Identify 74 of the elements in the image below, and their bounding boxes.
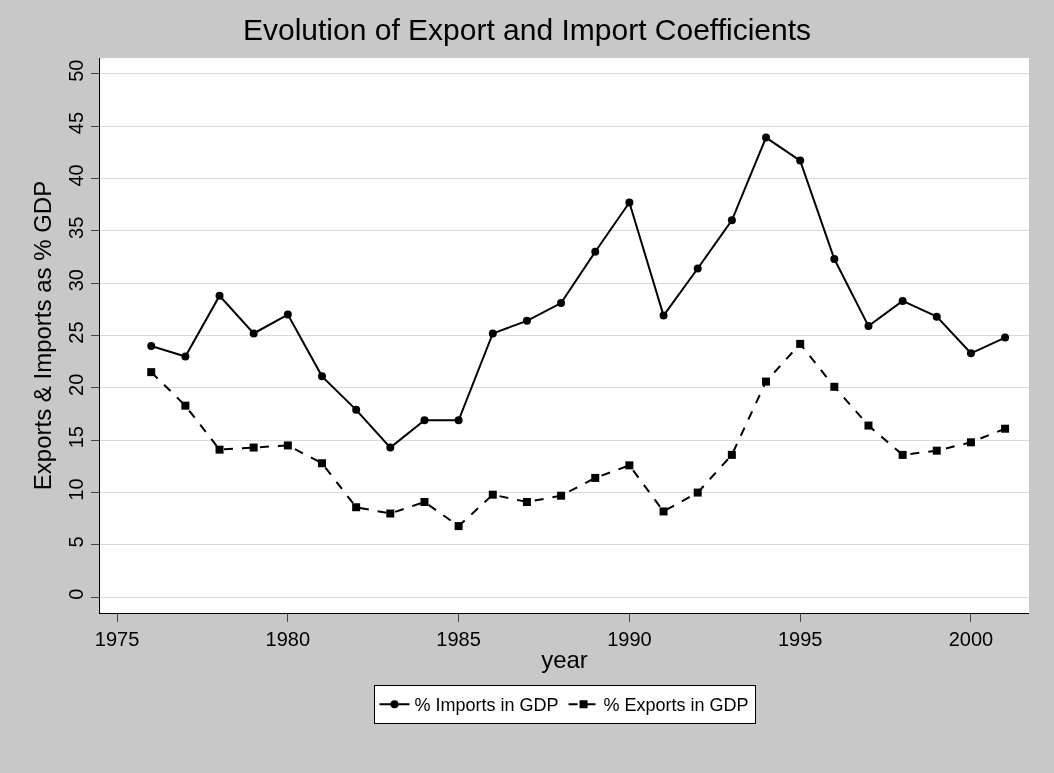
point (1001, 424, 1010, 433)
point (830, 255, 839, 264)
legend-label: % Imports in GDP (414, 695, 559, 716)
y-tick-label: 25 (65, 321, 87, 344)
y-tick-label: 15 (65, 426, 87, 449)
point (386, 443, 395, 452)
point (932, 312, 941, 321)
x-tick-label: 2000 (948, 628, 994, 650)
y-tick-label: 0 (65, 588, 87, 600)
point (420, 498, 429, 506)
point (591, 473, 600, 482)
y-tick-label: 10 (65, 478, 87, 501)
point (215, 291, 224, 300)
y-tick-label: 20 (65, 373, 87, 396)
point (147, 341, 156, 350)
y-tick-label: 5 (65, 536, 87, 548)
point (249, 329, 258, 338)
point (966, 349, 975, 358)
point (318, 372, 326, 381)
point (386, 509, 395, 518)
point (420, 416, 429, 425)
x-tick-label: 1980 (265, 628, 311, 650)
point (932, 446, 941, 455)
y-tick-label: 45 (65, 111, 87, 135)
point (454, 522, 463, 531)
point (625, 461, 634, 470)
point (727, 450, 736, 459)
y-tick-label: 40 (65, 164, 87, 187)
point (1001, 333, 1010, 342)
point (796, 156, 805, 165)
point (898, 450, 907, 459)
point (557, 299, 566, 308)
point (762, 377, 771, 386)
point (147, 368, 156, 377)
x-tick-label: 1995 (777, 628, 823, 650)
point (181, 352, 190, 361)
point (488, 329, 497, 338)
y-tick-label: 30 (65, 269, 87, 292)
point (283, 310, 292, 319)
point (659, 311, 668, 320)
point (557, 491, 566, 500)
point (454, 416, 463, 425)
point (181, 401, 190, 410)
point (659, 507, 668, 516)
point (522, 316, 531, 325)
point (522, 498, 531, 506)
point (352, 405, 361, 414)
point (591, 247, 600, 256)
x-axis-title: year (541, 646, 588, 674)
point (727, 216, 736, 225)
point (693, 264, 702, 273)
point (625, 198, 634, 207)
point (249, 443, 258, 452)
x-tick-label: 1985 (436, 628, 481, 650)
point (796, 339, 805, 348)
point (693, 488, 702, 497)
point (762, 133, 771, 142)
x-tick-label: 1990 (607, 628, 652, 650)
point (898, 296, 907, 305)
point (215, 445, 224, 454)
point (966, 438, 975, 447)
y-tick-label: 35 (65, 216, 87, 239)
point (283, 441, 292, 450)
legend-label: % Exports in GDP (603, 695, 749, 716)
point (318, 459, 326, 468)
x-tick-label: 1975 (94, 628, 140, 650)
point (488, 490, 497, 499)
y-tick-label: 50 (65, 59, 87, 82)
chart-title: Evolution of Export and Import Coefficients (242, 13, 812, 47)
point (352, 503, 361, 512)
y-axis-title: Exports & Imports as % GDP (29, 180, 57, 491)
point (864, 421, 873, 430)
point (830, 382, 839, 391)
point (864, 322, 873, 331)
